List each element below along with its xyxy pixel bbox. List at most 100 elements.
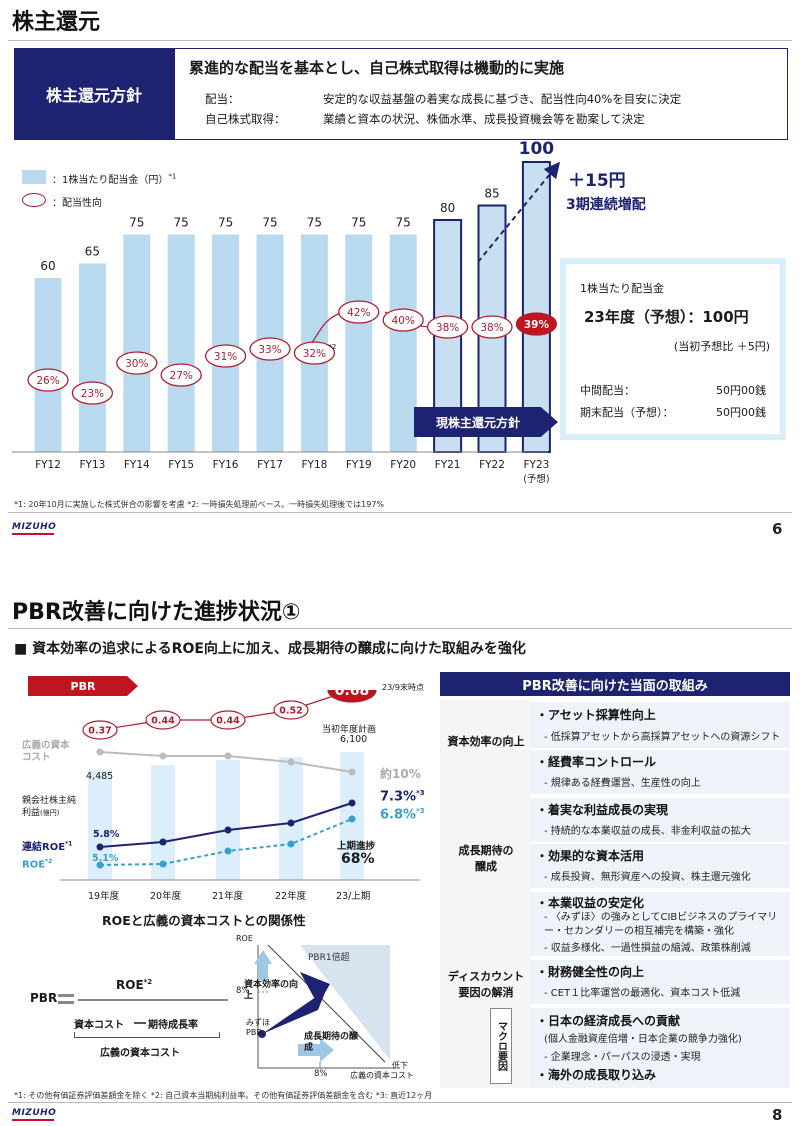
roe-consolidated-point [224,826,232,834]
slide8-footer-rule [8,1102,792,1103]
legend-bar-label: ：1株当たり配当金（円）*1 [52,172,177,186]
diagram-y-tick: 8% [236,986,250,996]
dividend-bar [123,234,151,452]
fy-axis-label: FY19 [346,459,372,471]
policy-headline: 累進的な配当を基本とし、自己株式取得は機動的に実施 [189,59,565,77]
dividend-bar [521,161,551,453]
legend-bar-swatch [22,170,46,184]
roe-first: 5.1% [92,853,119,864]
capital-cost-point [348,768,356,776]
slide8-headline: ■ 資本効率の追求によるROE向上に加え、成長期待の醸成に向けた取組みを強化 [14,641,526,657]
slide8-logo-bar [12,1119,54,1121]
progress-value: 68% [341,851,375,867]
pbr-value-label: 0.52 [279,706,302,717]
pbr-last-note: 23/9末時点 [382,683,424,692]
roe-consolidated-point [96,843,104,851]
section-head-1: 資本効率の向上 [447,735,525,748]
dividend-value-label: 75 [351,216,366,230]
fy-axis-note: (予想) [523,473,549,485]
capital-cost-point [159,752,167,760]
row-4: ・効果的な資本活用 - 成長投資、無形資産への投資、株主還元強化 [530,844,790,888]
formula-fraction-bar [78,999,228,1001]
roe-consolidated-point [348,799,356,807]
profit-first: 4,485 [86,771,114,782]
formula-minus [134,1022,146,1024]
interim-label: 中間配当： [580,384,635,397]
profit-bar [216,760,240,880]
forecast-sub: (当初予想比 ＋5円) [673,340,770,353]
payout-ratio-label: 31% [214,351,237,363]
diagram-right-label: 成長期待の醸成 [304,1032,359,1053]
formula-broad-cost: 広義の資本コスト [100,1048,180,1059]
relation-title: ROEと広義の資本コストとの関係性 [102,913,306,928]
payout-ratio-marker [71,381,114,405]
payout-ratio-marker [204,344,247,368]
capital-cost-value: 約10% [380,767,421,781]
payout-ratio-label: 26% [36,375,59,387]
pbr-badge: PBR [28,676,138,696]
diagram-pbr1: PBR1倍超 [308,953,350,963]
policy-content-box: 累進的な配当を基本とし、自己株式取得は機動的に実施 配当： 安定的な収益基盤の着… [174,48,788,140]
profit-label: 親会社株主純利益(億円) [22,796,77,818]
payout-ratio-marker [471,315,513,339]
current-policy-arrow: 現株主還元方針 [414,407,558,437]
x-label-2: 21年度 [212,891,244,902]
dividend-bar [345,234,373,452]
dividend-value-label: 65 [85,245,100,259]
row-5: ・本業収益の安定化 - 〈みずほ〉の強みとしてCIBビジネスのプライマリー・セカ… [530,892,790,956]
roe-consolidated-point [287,819,295,827]
diagram-x-low: 低下 [392,1061,408,1070]
row-7: ・日本の経済成長への貢献 (個人金融資産倍増・日本企業の競争力強化) - 企業理… [530,1008,790,1088]
formula-equals [58,994,74,1004]
payout-ratio-label: 27% [170,370,193,382]
roe-chart: 0.37 0.44 0.44 0.52 0.68 [60,690,420,881]
slide6-footer-rule [8,512,792,513]
profit-bar [279,757,303,880]
payout-ratio-marker [116,351,158,375]
dividend-value-label: 100 [519,140,555,159]
policy-row-2-label: 自己株式取得： [205,112,286,126]
formula-bracket [74,1032,220,1038]
slide8-title-rule [8,628,792,629]
increase-arrow [477,161,561,263]
roe-point [96,861,104,869]
row-3: ・着実な利益成長の実現 - 持続的な本業収益の成長、非金利収益の拡大 [530,798,790,842]
pbr-marker [273,700,309,720]
x-label-0: 19年度 [88,891,120,902]
dividend-value-label: 75 [174,216,189,230]
formula-roe: ROE*2 [116,978,153,992]
payout-ratio-marker [382,308,424,332]
payout-ratio-marker [160,363,202,387]
fy-axis-label: FY15 [168,459,194,471]
roe-consolidated-label: 連結ROE*1 [22,840,73,853]
slide6-logo-bar [12,533,54,535]
forecast-main: 23年度（予想）：100円 [584,308,749,326]
pbr-marker [210,710,246,730]
payout-ratio-note: *2 [328,343,336,351]
section-head-3: ディスカウント要因の解消 [447,970,525,999]
row-2: ・経費率コントロール - 規律ある経費運営、生産性の向上 [530,750,790,794]
payout-ratio-label: 33% [258,344,281,356]
policy-label: 株主還元方針 [45,86,142,105]
payout-ratio-marker [426,315,469,339]
fy-axis-label: FY23 [523,459,549,471]
interim-value: 50円00銭 [716,384,766,397]
pbr-marker [327,690,377,703]
roe-point [159,860,167,868]
payout-ratio-marker [249,337,291,361]
formula-pbr: PBR [30,991,58,1005]
dividend-value-label: 75 [307,216,322,230]
roe-point [224,847,232,855]
legend-ratio-swatch [22,193,46,207]
slide6-title-rule [8,40,792,41]
slide6-title: 株主還元 [12,10,101,35]
roe-last: 6.8%*3 [380,807,425,823]
payout-ratio-marker [338,300,380,324]
capital-cost-label: 広義の資本コスト [22,740,70,764]
fy-axis-label: FY18 [301,459,327,471]
fy-axis-label: FY22 [479,459,505,471]
formula-growth: 期待成長率 [148,1020,198,1031]
dividend-value-label: 75 [218,216,233,230]
dividend-bar [212,234,240,452]
payout-ratio-label: 38% [436,322,459,334]
